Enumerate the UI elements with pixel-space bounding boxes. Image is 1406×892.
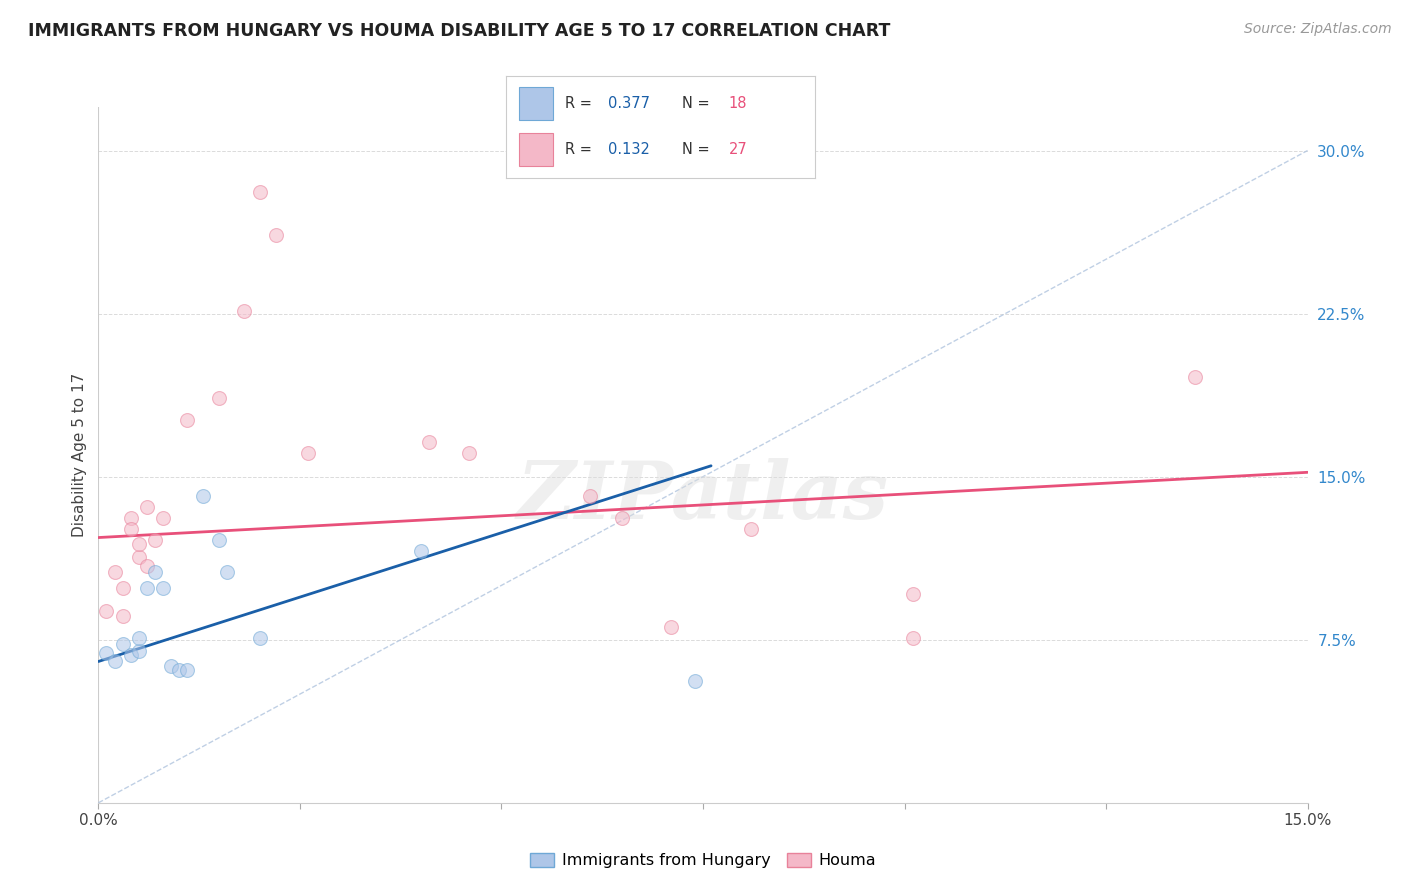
Point (135, 581, 157, 595)
Point (120, 522, 142, 536)
Point (111, 581, 134, 595)
Point (208, 533, 231, 547)
Point (135, 500, 157, 514)
Point (120, 648, 142, 662)
Text: 27: 27 (728, 142, 748, 157)
Point (160, 658, 183, 673)
Text: ZIPatlas: ZIPatlas (517, 458, 889, 535)
Text: R =: R = (565, 142, 596, 157)
Point (612, 511, 634, 525)
Point (1184, 369, 1206, 384)
Point (901, 631, 924, 645)
Point (264, 228, 287, 243)
Point (659, 620, 682, 634)
Point (143, 533, 166, 547)
Text: Source: ZipAtlas.com: Source: ZipAtlas.com (1244, 22, 1392, 37)
Bar (519, 133, 553, 166)
Point (152, 511, 174, 525)
Point (249, 185, 271, 199)
Text: R =: R = (565, 96, 596, 111)
Point (232, 304, 254, 318)
Point (152, 581, 174, 595)
Point (135, 558, 157, 573)
Point (901, 587, 924, 601)
Point (103, 566, 125, 580)
Bar (519, 87, 553, 120)
Text: IMMIGRANTS FROM HUNGARY VS HOUMA DISABILITY AGE 5 TO 17 CORRELATION CHART: IMMIGRANTS FROM HUNGARY VS HOUMA DISABIL… (28, 22, 890, 40)
Point (167, 663, 190, 677)
Text: N =: N = (682, 142, 714, 157)
Point (128, 537, 150, 551)
Point (249, 631, 271, 645)
Point (128, 631, 150, 645)
Point (297, 446, 319, 460)
Point (579, 489, 602, 503)
Point (193, 489, 215, 503)
Text: 0.132: 0.132 (609, 142, 650, 157)
Text: 0.377: 0.377 (609, 96, 650, 111)
Point (96, 646, 118, 660)
Point (111, 608, 134, 623)
Point (208, 392, 231, 406)
Point (458, 446, 481, 460)
Point (683, 674, 706, 689)
Point (740, 522, 762, 536)
Point (103, 655, 125, 669)
Y-axis label: Disability Age 5 to 17: Disability Age 5 to 17 (72, 373, 87, 537)
Point (418, 434, 440, 449)
Point (176, 413, 198, 427)
Point (128, 550, 150, 565)
Point (111, 637, 134, 651)
Point (409, 543, 432, 558)
Legend: Immigrants from Hungary, Houma: Immigrants from Hungary, Houma (523, 847, 883, 875)
Text: 18: 18 (728, 96, 748, 111)
Point (128, 643, 150, 657)
Point (217, 566, 239, 580)
Point (120, 511, 142, 525)
Point (176, 663, 198, 677)
Point (143, 566, 166, 580)
Point (96, 605, 118, 619)
Text: N =: N = (682, 96, 714, 111)
